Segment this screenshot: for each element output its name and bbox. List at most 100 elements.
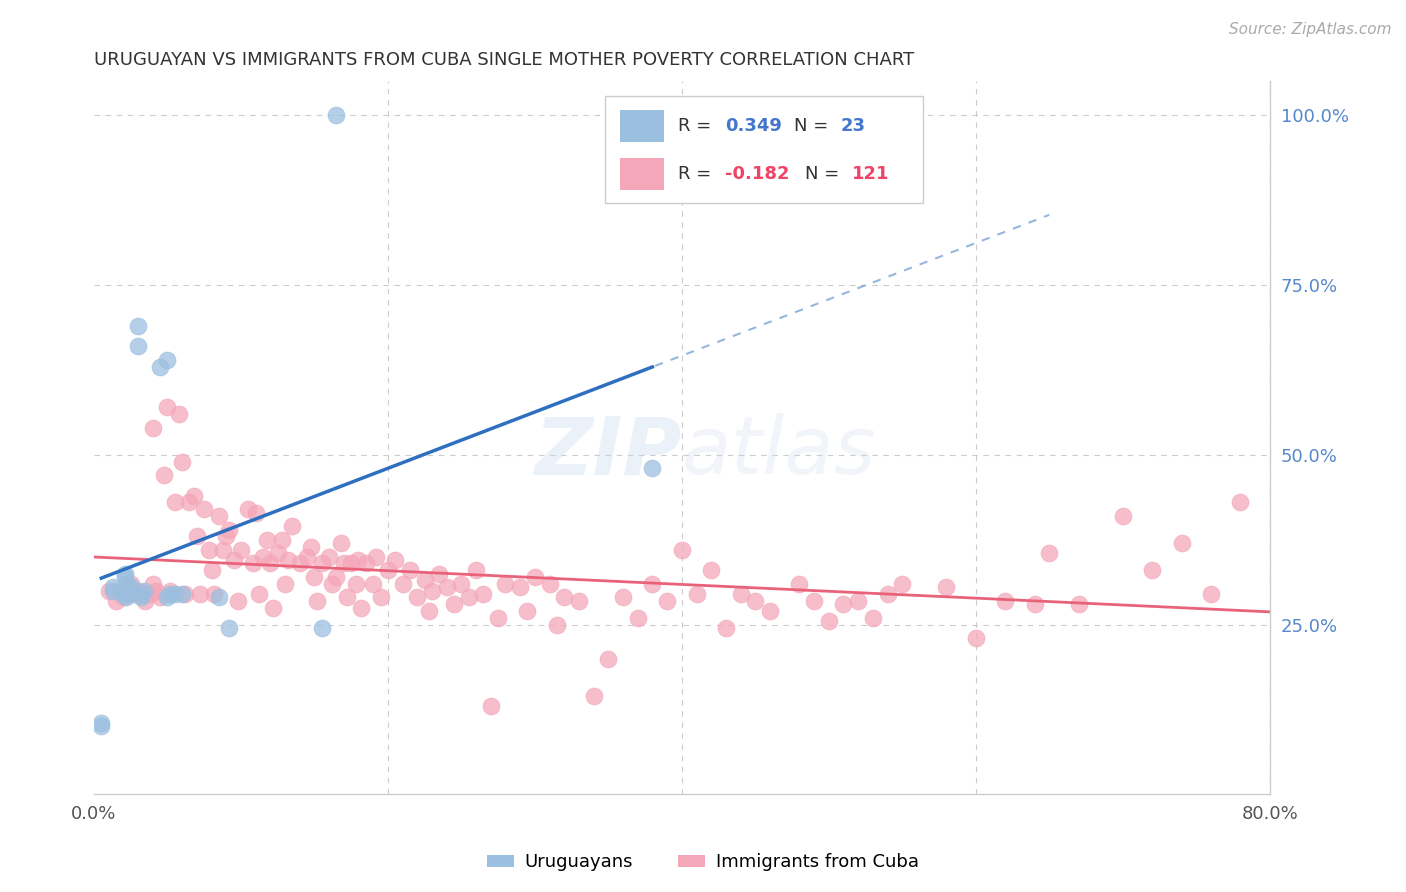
Point — [568, 594, 591, 608]
Point — [179, 495, 201, 509]
Text: 0.349: 0.349 — [725, 117, 782, 135]
Point — [277, 553, 299, 567]
Text: ZIP: ZIP — [534, 413, 682, 491]
Point — [655, 594, 678, 608]
Point — [546, 617, 568, 632]
Point — [163, 587, 186, 601]
Point — [1170, 536, 1192, 550]
Point — [295, 549, 318, 564]
Point — [142, 577, 165, 591]
Point — [627, 611, 650, 625]
Point — [238, 502, 260, 516]
Point — [127, 339, 149, 353]
Point — [172, 587, 194, 601]
Point — [90, 719, 112, 733]
Point — [418, 604, 440, 618]
Point — [112, 583, 135, 598]
Point — [115, 577, 138, 591]
Point — [262, 600, 284, 615]
Point — [114, 570, 136, 584]
Point — [436, 580, 458, 594]
Point — [336, 591, 359, 605]
Point — [420, 583, 443, 598]
Point — [553, 591, 575, 605]
Point — [472, 587, 495, 601]
Point — [101, 583, 124, 598]
Text: Source: ZipAtlas.com: Source: ZipAtlas.com — [1229, 22, 1392, 37]
Point — [149, 591, 172, 605]
Point — [494, 577, 516, 591]
Point — [443, 597, 465, 611]
Point — [159, 587, 181, 601]
Point — [1229, 495, 1251, 509]
Point — [465, 563, 488, 577]
Point — [167, 407, 190, 421]
Point — [516, 604, 538, 618]
Point — [325, 570, 347, 584]
Point — [311, 557, 333, 571]
Point — [318, 549, 340, 564]
Point — [242, 557, 264, 571]
Point — [159, 583, 181, 598]
Text: 121: 121 — [852, 165, 890, 183]
Point — [139, 587, 162, 601]
Point — [193, 502, 215, 516]
Point — [641, 461, 664, 475]
Point — [350, 600, 373, 615]
Point — [1024, 597, 1046, 611]
Point — [132, 583, 155, 598]
Point — [340, 557, 363, 571]
Point — [1199, 587, 1222, 601]
Point — [271, 533, 294, 547]
Point — [538, 577, 561, 591]
Point — [156, 401, 179, 415]
Text: N =: N = — [793, 117, 828, 135]
Point — [413, 574, 436, 588]
Point — [256, 533, 278, 547]
Text: 23: 23 — [841, 117, 866, 135]
Point — [832, 597, 855, 611]
Point — [97, 583, 120, 598]
Point — [789, 577, 811, 591]
Point — [120, 580, 142, 594]
Point — [222, 553, 245, 567]
Point — [127, 318, 149, 333]
Point — [344, 577, 367, 591]
Point — [301, 540, 323, 554]
Point — [427, 566, 450, 581]
Point — [115, 587, 138, 601]
Point — [641, 577, 664, 591]
Point — [288, 557, 311, 571]
Point — [200, 563, 222, 577]
Point — [671, 542, 693, 557]
Point — [803, 594, 825, 608]
Point — [129, 587, 152, 601]
Point — [252, 549, 274, 564]
Point — [218, 621, 240, 635]
Point — [406, 591, 429, 605]
Point — [325, 108, 347, 122]
Point — [714, 621, 737, 635]
Point — [104, 594, 127, 608]
Point — [354, 557, 377, 571]
Point — [1038, 546, 1060, 560]
Point — [965, 631, 987, 645]
Point — [142, 420, 165, 434]
Point — [127, 583, 149, 598]
Point — [172, 455, 194, 469]
Point — [212, 542, 235, 557]
Point — [1112, 508, 1135, 523]
Point — [612, 591, 634, 605]
Point — [377, 563, 399, 577]
Point — [817, 614, 839, 628]
Point — [876, 587, 898, 601]
Point — [391, 577, 413, 591]
Point — [117, 583, 139, 598]
Point — [112, 591, 135, 605]
FancyBboxPatch shape — [620, 158, 664, 190]
Point — [399, 563, 422, 577]
Point — [197, 542, 219, 557]
Point — [450, 577, 472, 591]
Point — [304, 570, 326, 584]
Point — [366, 549, 388, 564]
